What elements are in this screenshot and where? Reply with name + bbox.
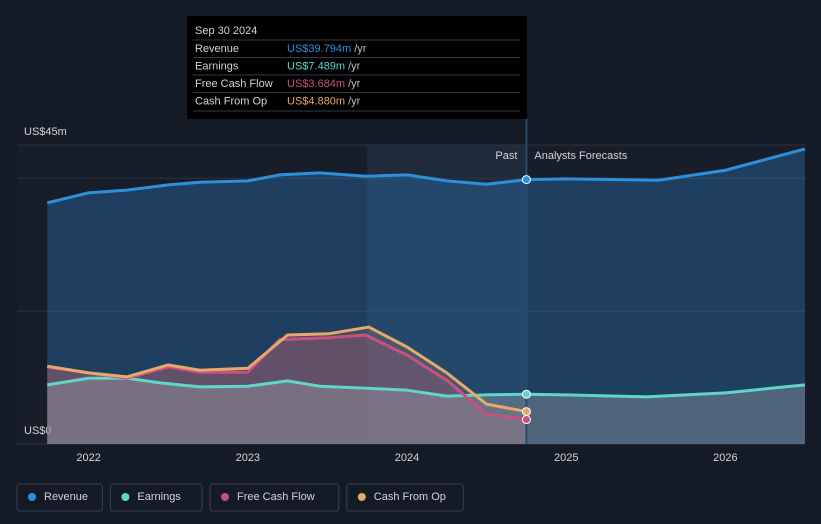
legend-label: Cash From Op <box>374 491 446 503</box>
tooltip-unit: /yr <box>348 95 361 107</box>
x-tick-label: 2024 <box>395 452 419 464</box>
tooltip-value-text: US$7.489m <box>287 60 345 72</box>
y-tick-label: US$0 <box>24 425 52 437</box>
data-point <box>521 175 531 185</box>
tooltip-name: Earnings <box>195 60 239 72</box>
tooltip-name: Free Cash Flow <box>195 78 273 90</box>
series-line <box>46 147 806 205</box>
tooltip-unit: /yr <box>354 43 367 55</box>
tooltip-value-text: US$39.794m <box>287 43 351 55</box>
x-tick-label: 2025 <box>554 452 578 464</box>
data-point <box>521 415 531 425</box>
series-area <box>47 148 806 444</box>
past-label: Past <box>495 150 517 162</box>
data-point <box>521 389 531 399</box>
forecast-label: Analysts Forecasts <box>534 150 627 162</box>
tooltip-value: US$7.489m/yr <box>287 60 361 72</box>
tooltip-value-text: US$4.880m <box>287 95 345 107</box>
tooltip-value: US$4.880m/yr <box>287 95 361 107</box>
tooltip-title: Sep 30 2024 <box>195 25 257 37</box>
tooltip-name: Cash From Op <box>195 95 267 107</box>
legend-swatch <box>221 493 229 501</box>
legend-item[interactable] <box>16 483 103 512</box>
tooltip-value-text: US$3.684m <box>287 78 345 90</box>
legend-label: Revenue <box>44 491 88 503</box>
tooltip-unit: /yr <box>348 60 361 72</box>
series-line <box>47 376 806 399</box>
tooltip-name: Revenue <box>195 43 239 55</box>
x-tick-label: 2022 <box>76 452 100 464</box>
tooltip: Sep 30 2024 Revenue US$39.794m/yr Earnings U… <box>187 16 527 119</box>
legend-swatch <box>28 493 36 501</box>
legend-item[interactable] <box>346 483 464 512</box>
tooltip-value: US$39.794m/yr <box>287 43 367 55</box>
legend-label: Earnings <box>137 491 181 503</box>
legend-label: Free Cash Flow <box>237 491 315 503</box>
x-tick-label: 2023 <box>236 452 260 464</box>
legend-swatch <box>357 493 366 501</box>
series-area <box>47 335 527 444</box>
series-area <box>47 378 806 444</box>
tooltip-value: US$3.684m/yr <box>287 78 361 90</box>
series-line <box>47 325 527 414</box>
legend-swatch <box>121 493 130 501</box>
legend-item[interactable] <box>109 483 203 512</box>
tooltip-unit: /yr <box>348 78 361 90</box>
x-tick-label: 2026 <box>713 452 737 464</box>
y-tick-label: US$45m <box>24 126 67 138</box>
legend-item[interactable] <box>209 483 340 512</box>
tooltip-box <box>187 16 527 119</box>
data-point <box>521 407 531 417</box>
